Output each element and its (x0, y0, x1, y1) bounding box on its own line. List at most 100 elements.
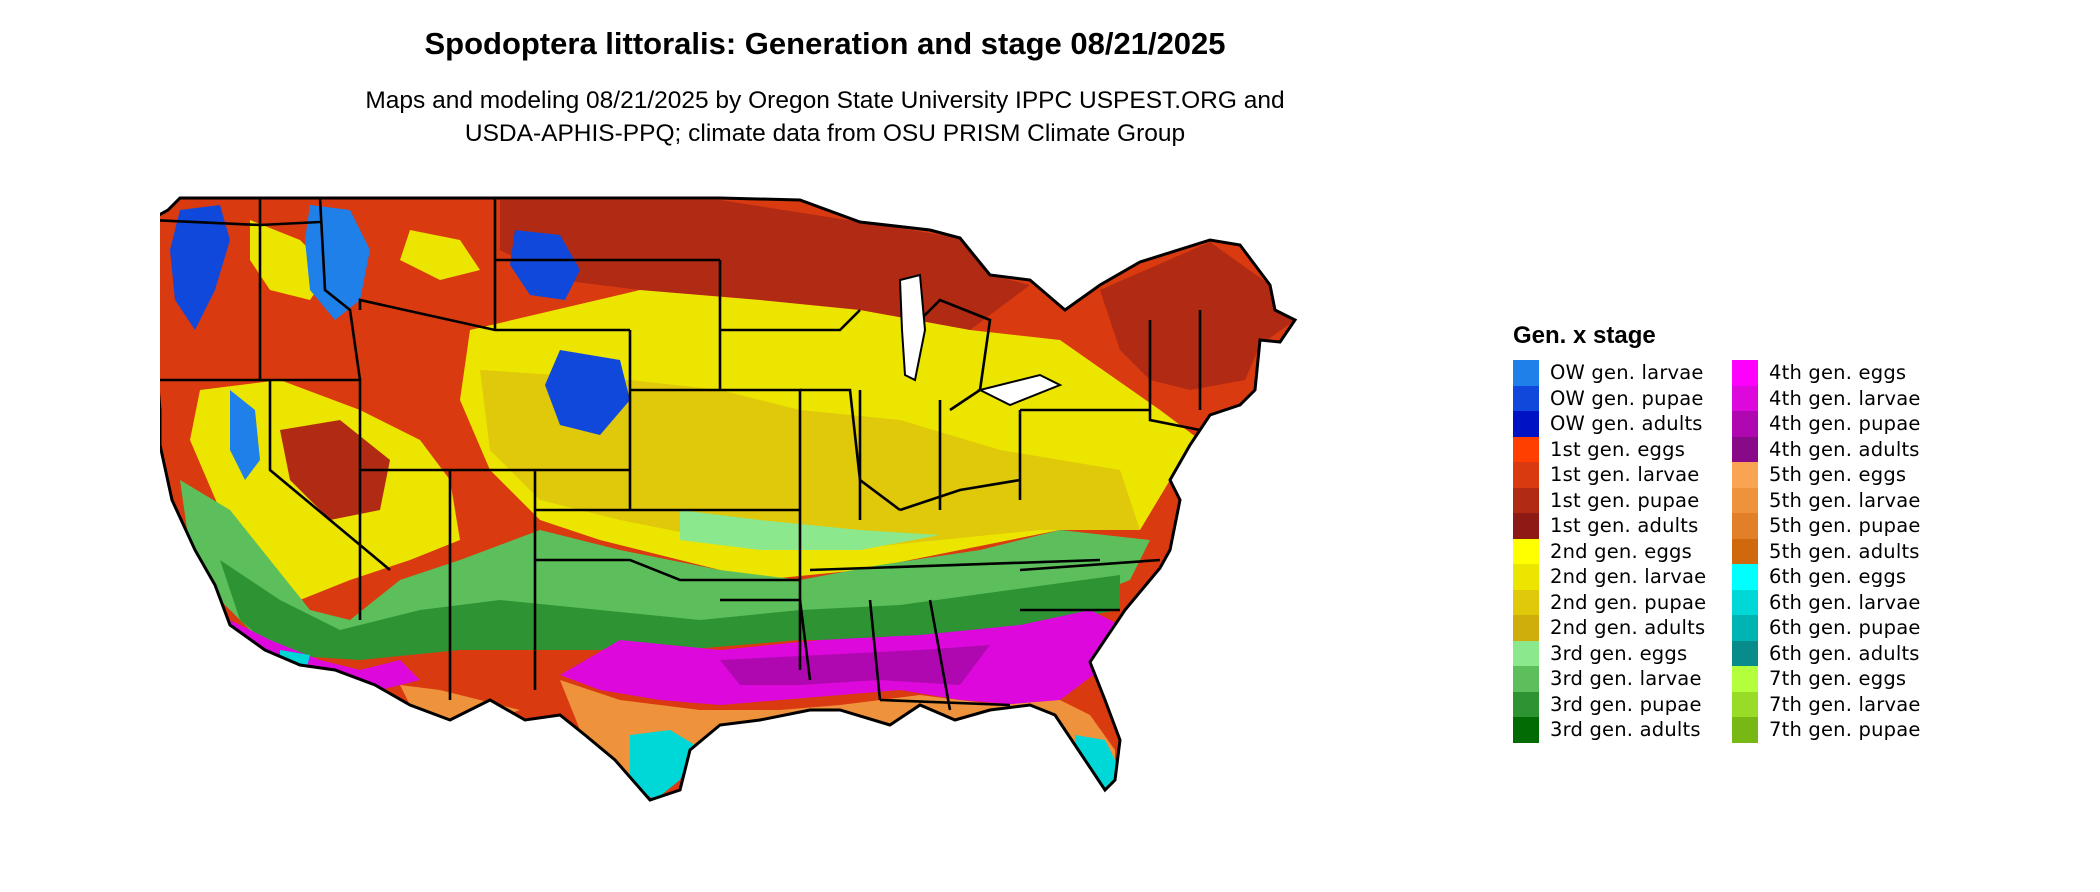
legend-item: 5th gen. pupae (1732, 513, 1951, 539)
legend-swatch (1732, 360, 1758, 386)
legend-swatch (1732, 589, 1758, 615)
legend-swatch (1513, 717, 1539, 743)
legend-label: 7th gen. pupae (1769, 718, 1921, 742)
legend-item: 2nd gen. adults (1513, 615, 1732, 641)
legend-swatch (1513, 487, 1539, 513)
legend-swatch (1732, 564, 1758, 590)
legend-swatch (1732, 385, 1758, 411)
zone-2nd-gen-pupae (480, 370, 1140, 550)
legend-item: 2nd gen. pupae (1513, 589, 1732, 615)
legend-swatch (1513, 615, 1539, 641)
subtitle-line-2: USDA-APHIS-PPQ; climate data from OSU PR… (464, 120, 1186, 147)
legend-item: 1st gen. adults (1513, 513, 1732, 539)
zone-ow-wyoming (510, 230, 580, 300)
legend-label: 3rd gen. pupae (1550, 692, 1702, 716)
legend-label: OW gen. larvae (1550, 361, 1704, 385)
legend-label: 6th gen. pupae (1769, 616, 1921, 640)
legend-label: 3rd gen. larvae (1550, 667, 1702, 691)
legend-item: 1st gen. eggs (1513, 436, 1732, 462)
legend-item: OW gen. larvae (1513, 360, 1732, 386)
border-ca-nv-diag (268, 380, 391, 571)
legend-label: 6th gen. eggs (1769, 565, 1907, 589)
legend-label: 3rd gen. eggs (1550, 641, 1688, 665)
legend-item: 3rd gen. eggs (1513, 640, 1732, 666)
border-wy-co (358, 298, 630, 332)
legend-swatch (1513, 411, 1539, 437)
map-title: Spodoptera littoralis: Generation and st… (424, 26, 1226, 61)
legend-label: 4th gen. eggs (1769, 361, 1907, 385)
border-ms-al (868, 599, 882, 701)
border-or-ca (160, 378, 362, 470)
border-mi-lower (909, 298, 992, 412)
legend-column-2: 4th gen. eggs 4th gen. larvae 4th gen. pup… (1732, 360, 1951, 743)
legend-item: 3rd gen. larvae (1513, 666, 1732, 692)
legend-label: 3rd gen. adults (1550, 718, 1701, 742)
border-tn-ky (809, 558, 1101, 572)
border-ky-oh (899, 478, 1021, 512)
legend-swatch (1513, 640, 1539, 666)
legend-item: 5th gen. larvae (1732, 487, 1951, 513)
legend-item: 5th gen. eggs (1732, 462, 1951, 488)
legend-label: 4th gen. larvae (1769, 386, 1921, 410)
zone-ow-sierra (230, 390, 260, 480)
legend-item: 1st gen. larvae (1513, 462, 1732, 488)
border-ar-la (720, 598, 812, 681)
legend-columns: OW gen. larvae OW gen. pupae OW gen. adult… (1513, 360, 1951, 743)
legend-label: 5th gen. eggs (1769, 463, 1907, 487)
legend-swatch (1513, 513, 1539, 539)
legend-label: 1st gen. pupae (1550, 488, 1700, 512)
legend-label: 2nd gen. pupae (1550, 590, 1707, 614)
legend-item: 2nd gen. larvae (1513, 564, 1732, 590)
legend-label: 6th gen. adults (1769, 641, 1920, 665)
legend-label: 5th gen. larvae (1769, 488, 1921, 512)
border-ga-fl (879, 698, 1011, 707)
legend-swatch (1513, 360, 1539, 386)
legend-label: 4th gen. adults (1769, 437, 1920, 461)
border-mn-wi (720, 309, 861, 332)
legend-item: OW gen. pupae (1513, 385, 1732, 411)
zone-west-red-patch (280, 420, 390, 520)
legend-swatch (1732, 487, 1758, 513)
legend-item: 5th gen. adults (1732, 538, 1951, 564)
legend-item: 4th gen. eggs (1732, 360, 1951, 386)
legend-label: 1st gen. adults (1550, 514, 1699, 538)
zone-1st-gen-pupae-north (500, 200, 1030, 330)
legend-item: 6th gen. pupae (1732, 615, 1951, 641)
legend-swatch (1732, 538, 1758, 564)
zone-ow-cascades (170, 205, 230, 330)
zone-4th-gen-larvae-sw (230, 620, 420, 690)
legend-swatch (1732, 513, 1758, 539)
legend-item: 4th gen. adults (1732, 436, 1951, 462)
zone-6th-gen-florida (1075, 735, 1120, 790)
legend-item: 6th gen. eggs (1732, 564, 1951, 590)
state-borders (160, 197, 1202, 711)
zone-5th-gen-larvae (560, 680, 1115, 790)
border-ia-mo (800, 388, 901, 512)
legend-item: 7th gen. eggs (1732, 666, 1951, 692)
border-al-ga (928, 599, 952, 711)
legend-item: 1st gen. pupae (1513, 487, 1732, 513)
legend-item: 6th gen. adults (1732, 640, 1951, 666)
legend-label: 6th gen. larvae (1769, 590, 1921, 614)
legend-label: 1st gen. larvae (1550, 463, 1700, 487)
legend: Gen. x stage OW gen. larvae OW gen. pupae… (1513, 322, 1951, 743)
legend-item: 2nd gen. eggs (1513, 538, 1732, 564)
legend-swatch (1513, 666, 1539, 692)
legend-item: 4th gen. larvae (1732, 385, 1951, 411)
legend-label: 2nd gen. eggs (1550, 539, 1692, 563)
legend-swatch (1732, 411, 1758, 437)
legend-label: 5th gen. pupae (1769, 514, 1921, 538)
legend-swatch (1732, 436, 1758, 462)
border-va-nc (1019, 558, 1161, 572)
legend-label: 7th gen. eggs (1769, 667, 1907, 691)
legend-swatch (1513, 691, 1539, 717)
subtitle-line-1: Maps and modeling 08/21/2025 by Oregon S… (365, 87, 1285, 114)
us-phenology-map (160, 196, 1297, 802)
zone-6th-gen-texas (630, 730, 695, 800)
legend-label: OW gen. pupae (1550, 386, 1704, 410)
legend-label: 5th gen. adults (1769, 539, 1920, 563)
legend-label: 2nd gen. adults (1550, 616, 1706, 640)
map-subtitle: Maps and modeling 08/21/2025 by Oregon S… (0, 84, 1650, 150)
legend-item: 7th gen. larvae (1732, 691, 1951, 717)
legend-swatch (1513, 436, 1539, 462)
